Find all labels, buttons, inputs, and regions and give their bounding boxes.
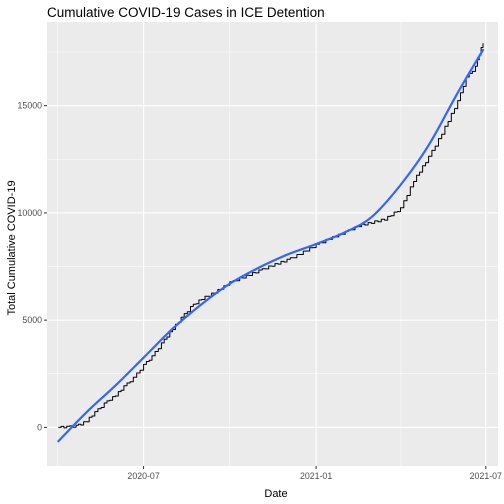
tick-label-y: 15000 [18,101,43,111]
plot-panel [47,22,498,466]
series-line-cumulative-cases [58,43,484,429]
series-line-smooth-fit [57,48,485,443]
series-layer [57,43,485,443]
tick-label-y: 0 [37,422,42,432]
chart-title: Cumulative COVID-19 Cases in ICE Detenti… [47,5,325,20]
minor-gridlines [47,22,498,466]
x-axis-title: Date [264,488,287,500]
axis-ticks: 0 5000 10000 15000 2020-07 2021-01 2021-07 [18,101,503,481]
tick-label-x: 2021-01 [300,471,332,481]
tick-label-x: 2020-07 [127,471,159,481]
y-axis-title: Total Cumulative COVID-19 [6,180,18,315]
tick-label-x: 2021-07 [470,471,502,481]
tick-label-y: 10000 [18,208,43,218]
tick-label-y: 5000 [22,315,42,325]
